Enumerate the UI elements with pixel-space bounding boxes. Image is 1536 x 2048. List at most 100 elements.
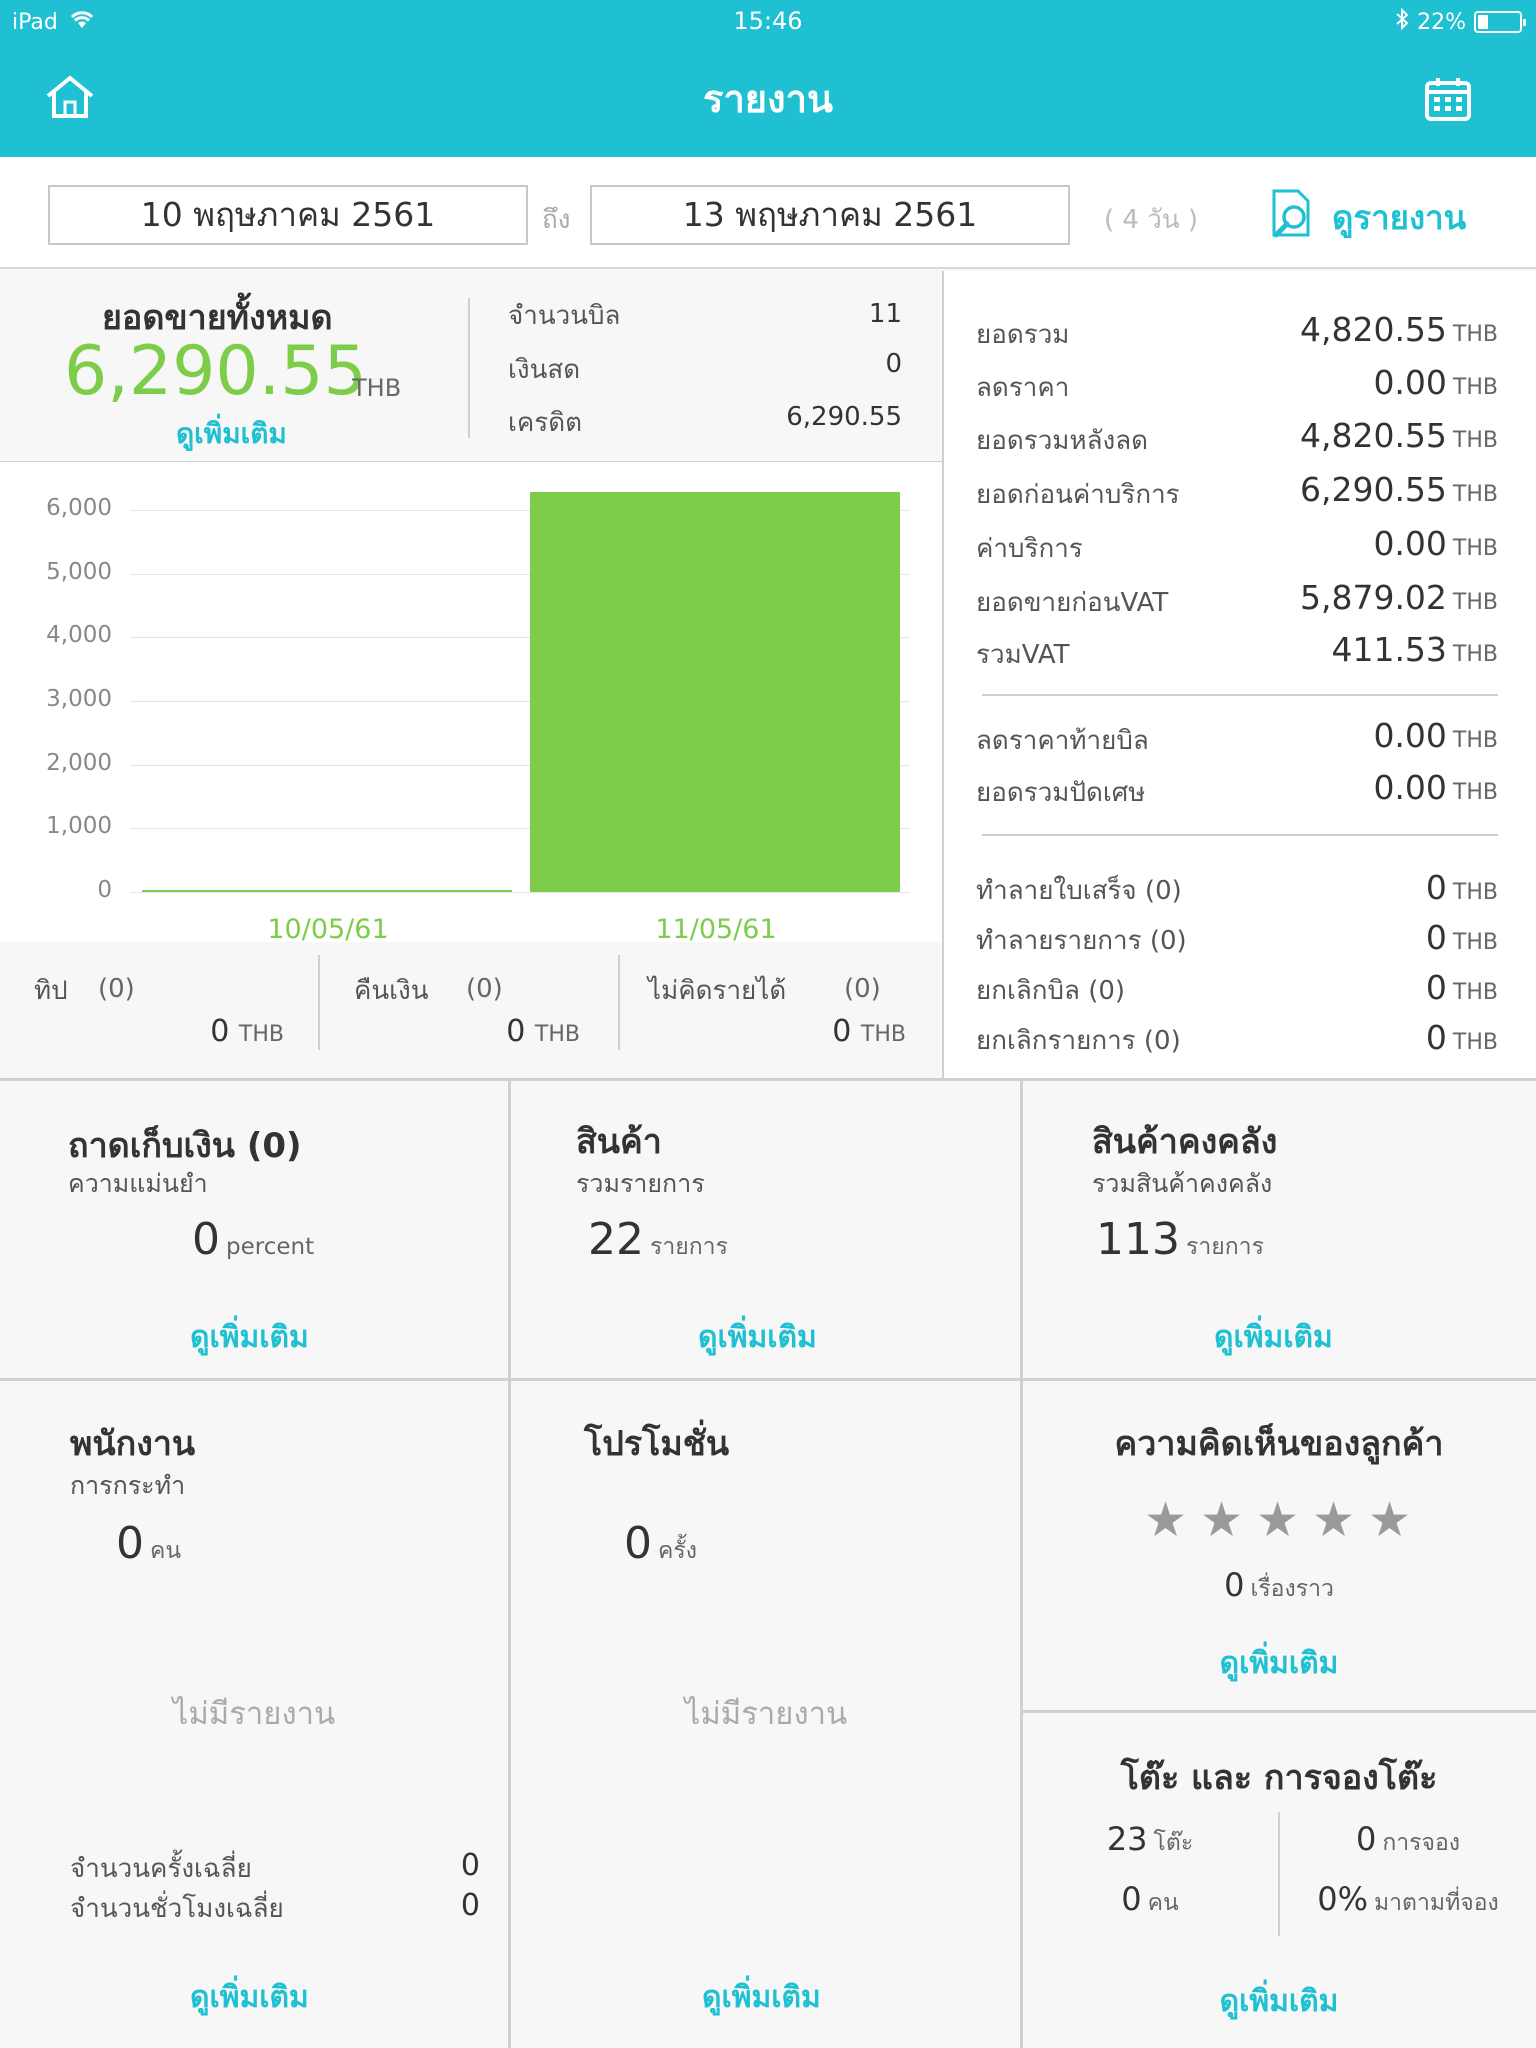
summary-value: 5,879.02 THB [1299,578,1498,617]
bluetooth-icon [1395,7,1409,36]
chart-gridline [130,764,910,766]
end-date-field[interactable]: 13 พฤษภาคม 2561 [590,185,1070,245]
to-label: ถึง [542,205,571,235]
staff-more-link[interactable]: ดูเพิ่มเติม [190,1980,309,2015]
summary-label: ลดราคา [976,373,1070,403]
x-tick-label: 11/05/61 [655,914,777,945]
chart-gridline [130,510,910,511]
chart-gridline [130,701,910,702]
stock-card-value: 113 รายการ [1096,1214,1264,1265]
chart-gridline [130,637,910,639]
tables-count: 23 โต๊ะ [1106,1820,1194,1858]
summary-label: ทำลายใบเสร็จ (0) [976,876,1182,906]
divider [0,1078,1536,1081]
promotion-card-value: 0 ครั้ง [624,1518,697,1569]
home-icon[interactable] [44,74,96,124]
page-title: รายงาน [703,77,833,121]
summary-value: 6,290.55 THB [1299,470,1498,509]
products-card-title: สินค้า [576,1122,662,1162]
device-label: iPad [12,9,58,35]
summary-value: 0.00 THB [1373,768,1498,807]
promotion-more-link[interactable]: ดูเพิ่มเติม [702,1980,821,2015]
chart-bar [142,890,512,892]
divider [982,834,1498,836]
no-income-label: ไม่คิดรายได้ [648,976,787,1006]
refund-label: คืนเงิน [354,976,429,1006]
summary-value: 0 THB [1425,1018,1498,1057]
summary-value: 411.53 THB [1331,630,1498,669]
divider [318,955,320,1050]
bills-value: 11 [868,299,902,329]
stock-more-link[interactable]: ดูเพิ่มเติม [1214,1320,1333,1355]
staff-no-report: ไม่มีรายงาน [172,1696,336,1732]
products-card-value: 22 รายการ [588,1214,728,1265]
bookings-show-rate: 0% มาตามที่จอง [1317,1880,1499,1918]
summary-label: ลดราคาท้ายบิล [976,726,1149,756]
refund-count: (0) [466,974,503,1004]
avg-hours-label: จำนวนชั่วโมงเฉลี่ย [70,1894,284,1924]
summary-label: ยอดรวมหลังลด [976,426,1149,456]
total-sales-unit: THB [352,374,402,402]
rating-star-icon: ★ [1144,1492,1188,1548]
tip-label: ทิป [34,976,68,1006]
view-report-label: ดูรายงาน [1332,197,1467,237]
summary-label: ทำลายรายการ (0) [976,926,1187,956]
tip-value: 0 THB [210,1014,284,1049]
cash-label: เงินสด [508,355,581,385]
summary-label: ค่าบริการ [976,534,1083,564]
divider [508,1080,511,2048]
summary-panel [944,271,1536,1078]
products-card-subtitle: รวมรายการ [576,1169,705,1198]
summary-label: ยอดรวมปัดเศษ [976,778,1146,808]
tip-count: (0) [98,974,135,1004]
avg-hours-value: 0 [460,1888,480,1923]
credit-value: 6,290.55 [786,402,902,432]
drawer-more-link[interactable]: ดูเพิ่มเติม [190,1320,309,1355]
summary-value: 4,820.55 THB [1299,310,1498,349]
avg-times-value: 0 [460,1848,480,1883]
summary-label: ยอดก่อนค่าบริการ [976,480,1180,510]
drawer-card-value: 0 percent [192,1214,315,1265]
wifi-icon [68,8,96,36]
feedback-card-title: ความคิดเห็นของลูกค้า [1114,1424,1444,1464]
divider [1278,1812,1280,1936]
start-date-field[interactable]: 10 พฤษภาคม 2561 [48,185,528,245]
y-tick-label: 0 [97,877,112,903]
no-income-value: 0 THB [832,1014,906,1049]
total-sales-more-link[interactable]: ดูเพิ่มเติม [176,417,287,450]
summary-label: ยอดขายก่อนVAT [976,588,1169,618]
summary-label: ยกเลิกรายการ (0) [976,1026,1181,1056]
rating-star-icon: ★ [1368,1492,1412,1548]
tables-more-link[interactable]: ดูเพิ่มเติม [1219,1984,1339,2019]
divider [942,271,944,1078]
x-tick-label: 10/05/61 [267,914,389,945]
feedback-more-link[interactable]: ดูเพิ่มเติม [1219,1646,1339,1681]
chart-gridline [130,828,910,830]
credit-label: เครดิต [508,408,583,438]
divider [618,955,620,1050]
summary-value: 0 THB [1425,968,1498,1007]
clock: 15:46 [733,7,803,35]
tables-people: 0 คน [1121,1880,1179,1918]
chart-bar [530,491,900,892]
y-tick-label: 4,000 [46,622,112,649]
rating-star-icon: ★ [1312,1492,1356,1548]
nav-bar: รายงาน [0,40,1536,157]
summary-value: 0.00 THB [1373,363,1498,402]
promotion-card-title: โปรโมชั่น [584,1424,730,1464]
chart-gridline [130,573,910,575]
rating-star-icon: ★ [1200,1492,1244,1548]
y-tick-label: 2,000 [46,749,112,776]
status-bar: iPad 15:46 22% [0,0,1536,40]
view-report-button[interactable]: ดูรายงาน [1268,187,1466,247]
total-sales-amount: 6,290.55 [64,332,367,411]
battery-percent: 22% [1417,9,1466,35]
y-tick-label: 5,000 [46,558,112,585]
feedback-card-value: 0 เรื่องราว [1224,1566,1334,1604]
staff-card-value: 0 คน [116,1518,182,1569]
products-more-link[interactable]: ดูเพิ่มเติม [698,1320,817,1355]
report-search-icon [1268,187,1318,247]
calendar-icon[interactable] [1424,76,1472,126]
divider [982,694,1498,696]
no-income-count: (0) [844,974,881,1004]
